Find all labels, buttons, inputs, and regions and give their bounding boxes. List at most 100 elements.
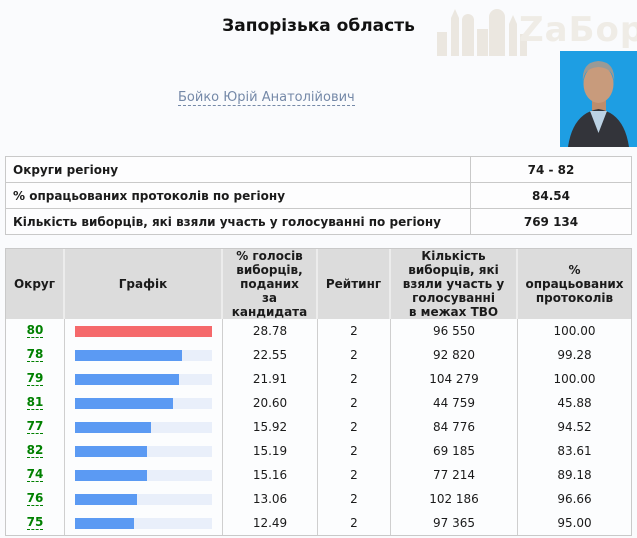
rating-cell: 2 [318,415,391,439]
district-link[interactable]: 75 [26,515,44,530]
summary-value: 84.54 [532,188,570,203]
vote-bar-track [75,397,212,409]
vote-bar [75,397,174,409]
vote-bar [75,325,212,337]
district-cell: 74 [6,463,65,487]
protocols-cell: 45.88 [557,396,592,410]
district-link[interactable]: 81 [26,395,44,410]
rating-cell: 2 [318,487,391,511]
vote-bar-track [75,373,212,385]
page-title: Запорізька область [222,16,415,36]
table-row: 75 12.49 2 97 365 95.00 [6,511,631,535]
vote-bar [75,349,183,361]
percent-cell: 28.78 [223,319,318,343]
protocols-cell: 83.61 [557,444,592,458]
chart-cell [65,511,223,535]
percent-cell: 20.60 [223,391,318,415]
vote-bar-track [75,421,212,433]
results-table-body: 80 28.78 2 96 550 100.00 78 22.55 2 92 820 99.28 7… [6,319,631,535]
rating-cell: 2 [318,511,391,535]
district-link[interactable]: 77 [26,419,44,434]
protocols-cell: 99.28 [557,348,592,362]
percent-cell: 15.16 [223,463,318,487]
chart-cell [65,463,223,487]
protocols-cell: 100.00 [553,324,596,338]
district-link[interactable]: 79 [26,371,44,386]
table-row: 74 15.16 2 77 214 89.18 [6,463,631,487]
protocols-cell: 94.52 [557,420,592,434]
candidate-photo [560,51,637,147]
table-row: 77 15.92 2 84 776 94.52 [6,415,631,439]
chart-cell [65,343,223,367]
district-cell: 81 [6,391,65,415]
results-table-header: Округ Графік % голосів виборців, поданих… [6,249,631,319]
summary-row: Кількість виборців, які взяли участь у г… [6,208,631,234]
summary-row: Округи регіону 74 - 82 [6,157,631,182]
voters-cell: 77 214 [391,463,518,487]
summary-label: Округи регіону [6,157,471,182]
chart-cell [65,439,223,463]
vote-bar [75,517,135,529]
district-cell: 82 [6,439,65,463]
table-row: 82 15.19 2 69 185 83.61 [6,439,631,463]
summary-value: 769 134 [523,214,579,229]
table-row: 80 28.78 2 96 550 100.00 [6,319,631,343]
vote-bar-track [75,445,212,457]
district-link[interactable]: 74 [26,467,44,482]
vote-bar-track [75,517,212,529]
percent-cell: 15.92 [223,415,318,439]
protocols-cell: 96.66 [557,492,592,506]
chart-cell [65,367,223,391]
protocols-cell: 100.00 [553,372,596,386]
chart-cell [65,319,223,343]
table-row: 79 21.91 2 104 279 100.00 [6,367,631,391]
voters-cell: 69 185 [391,439,518,463]
vote-bar [75,469,148,481]
table-row: 78 22.55 2 92 820 99.28 [6,343,631,367]
district-cell: 79 [6,367,65,391]
header-chart: Графік [65,249,223,319]
region-summary-table: Округи регіону 74 - 82 % опрацьованих пр… [5,156,632,235]
chart-cell [65,415,223,439]
district-cell: 77 [6,415,65,439]
summary-label: % опрацьованих протоколів по регіону [6,183,471,208]
rating-cell: 2 [318,391,391,415]
rating-cell: 2 [318,319,391,343]
voters-cell: 102 186 [391,487,518,511]
results-table: Округ Графік % голосів виборців, поданих… [5,248,632,536]
vote-bar [75,445,148,457]
vote-bar [75,421,151,433]
percent-cell: 22.55 [223,343,318,367]
rating-cell: 2 [318,463,391,487]
district-link[interactable]: 80 [26,323,44,338]
chart-cell [65,391,223,415]
district-cell: 80 [6,319,65,343]
summary-label: Кількість виборців, які взяли участь у г… [6,209,471,234]
rating-cell: 2 [318,367,391,391]
header-percent-votes: % голосів виборців, поданих за кандидата [223,249,318,319]
percent-cell: 13.06 [223,487,318,511]
header-district: Округ [6,249,65,319]
portrait-image [560,51,637,147]
percent-cell: 15.19 [223,439,318,463]
vote-bar-track [75,469,212,481]
summary-value: 74 - 82 [527,162,575,177]
table-row: 81 20.60 2 44 759 45.88 [6,391,631,415]
district-link[interactable]: 76 [26,491,44,506]
voters-cell: 104 279 [391,367,518,391]
candidate-link[interactable]: Бойко Юрій Анатолійович [178,90,355,106]
vote-bar [75,373,180,385]
vote-bar-track [75,325,212,337]
header-voters: Кількість виборців, які взяли участь у г… [391,249,518,319]
voters-cell: 44 759 [391,391,518,415]
protocols-cell: 95.00 [557,516,592,530]
chart-cell [65,487,223,511]
voters-cell: 97 365 [391,511,518,535]
vote-bar-track [75,349,212,361]
header-rating: Рейтинг [318,249,391,319]
district-link[interactable]: 82 [26,443,44,458]
voters-cell: 92 820 [391,343,518,367]
protocols-cell: 89.18 [557,468,592,482]
vote-bar-track [75,493,212,505]
district-link[interactable]: 78 [26,347,44,362]
